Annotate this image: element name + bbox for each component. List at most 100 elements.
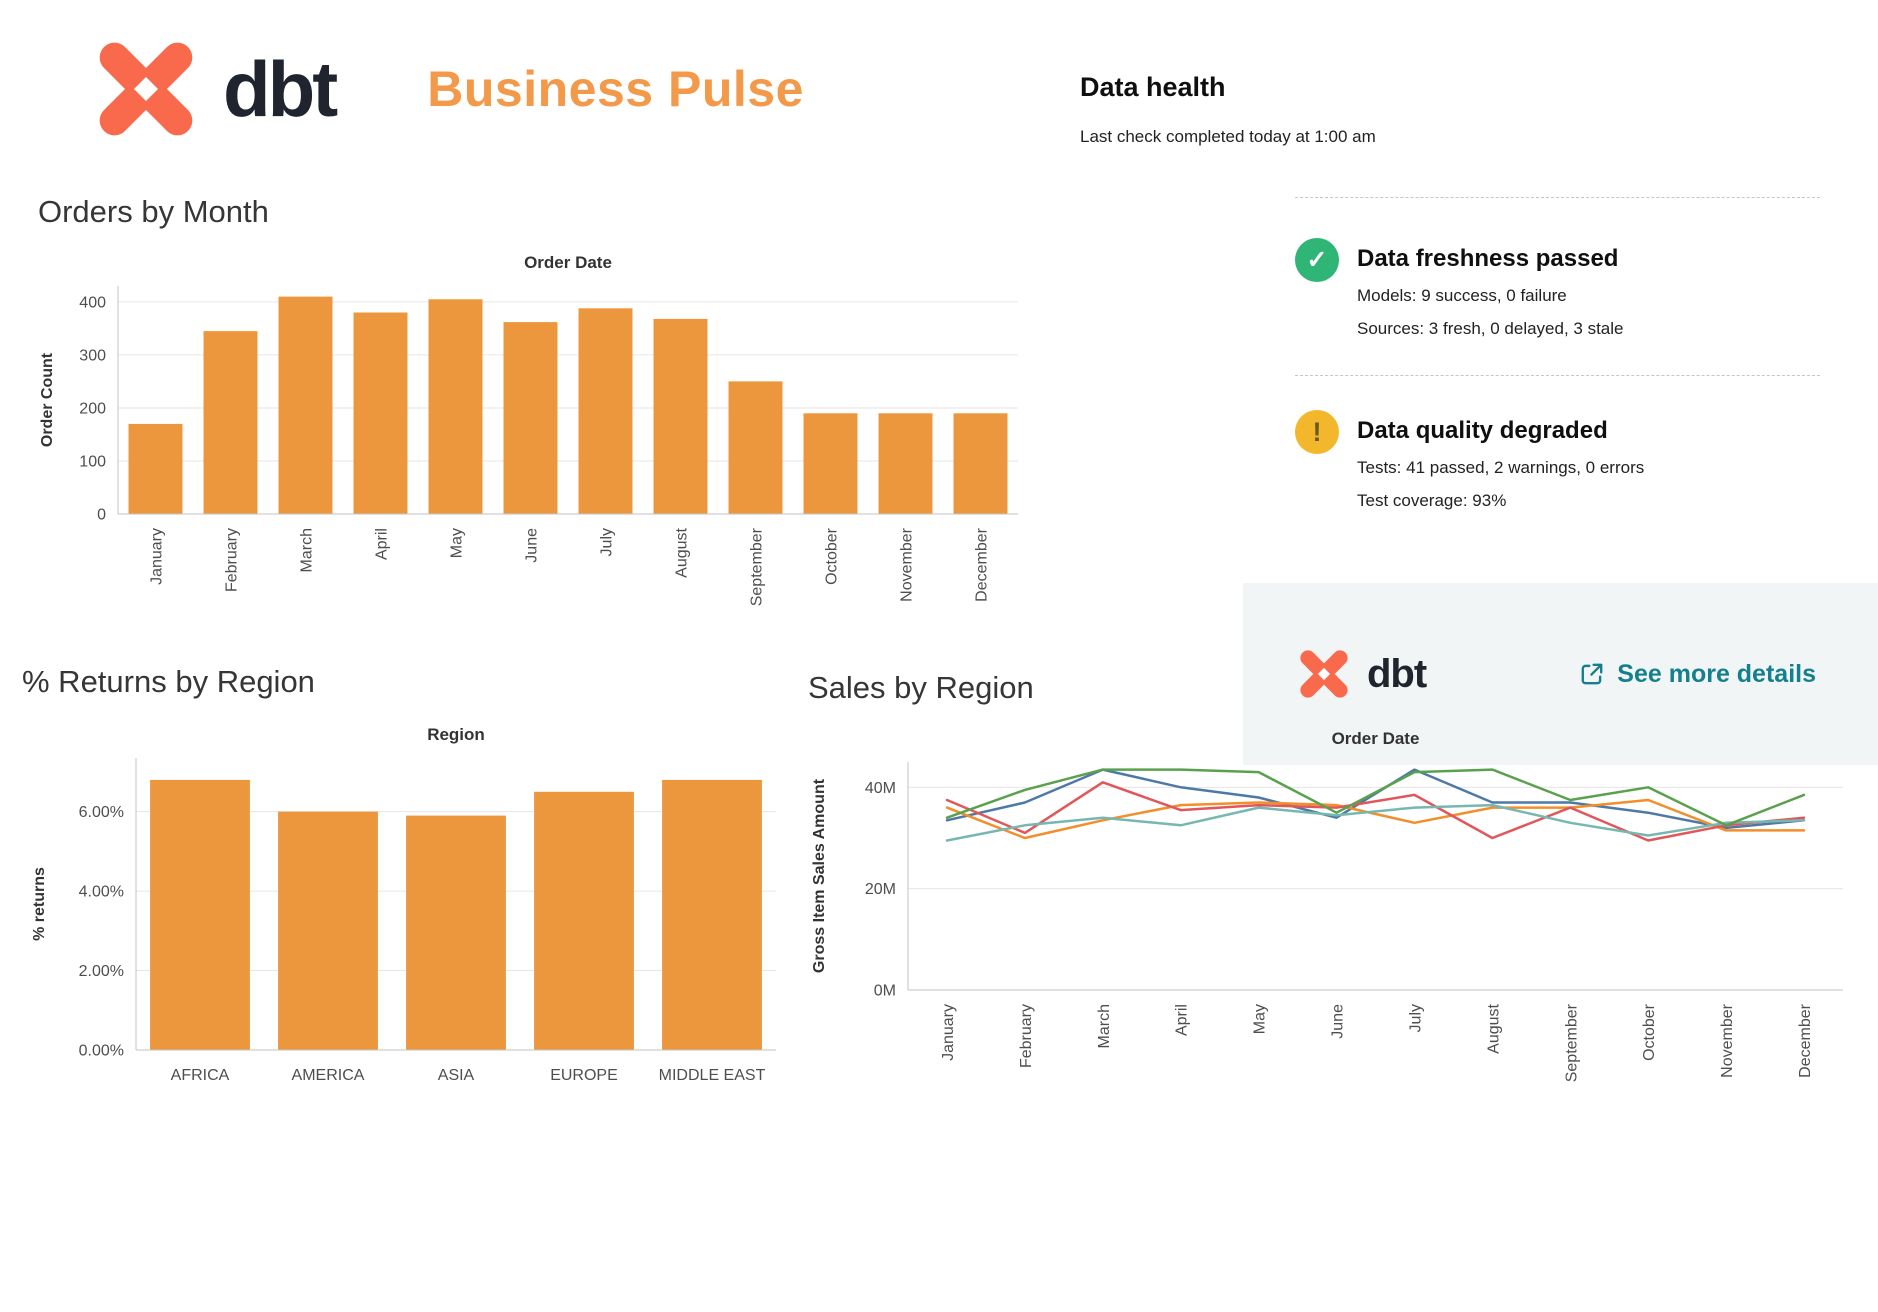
y-tick-label: 0M <box>874 983 896 1000</box>
x-tick-label: March <box>299 528 316 572</box>
data-health-panel: Data health Last check completed today a… <box>1080 72 1878 511</box>
x-tick-label: February <box>1018 1004 1035 1068</box>
x-tick-label: ASIA <box>438 1067 475 1084</box>
status-detail-tests: Tests: 41 passed, 2 warnings, 0 errors <box>1357 458 1645 477</box>
x-tick-label: MIDDLE EAST <box>659 1067 766 1084</box>
x-tick-label: August <box>1485 1003 1502 1053</box>
bar[interactable] <box>803 413 858 514</box>
warning-circle-icon: ! <box>1295 410 1339 454</box>
check-glyph: ✓ <box>1306 246 1328 274</box>
data-freshness-status-item: ✓ Data freshness passed Models: 9 succes… <box>1295 238 1820 339</box>
bar[interactable] <box>653 318 708 514</box>
bar[interactable] <box>662 779 762 1050</box>
bar[interactable] <box>503 322 558 514</box>
y-tick-label: 20M <box>865 881 896 898</box>
x-tick-label: August <box>674 527 691 577</box>
sales-chart-title: Sales by Region <box>808 670 1034 705</box>
y-tick-label: 4.00% <box>79 884 124 901</box>
x-tick-label: December <box>974 527 991 601</box>
dashed-divider <box>1295 375 1820 376</box>
returns-by-region-section: % Returns by Region 0.00% 2.00% 4.00% 6.00%… <box>18 664 788 1126</box>
dbt-logo-small-icon <box>1300 650 1348 698</box>
x-tick-label: December <box>1797 1003 1814 1077</box>
page-title: Business Pulse <box>427 61 804 117</box>
x-tick-label: June <box>1330 1004 1347 1039</box>
x-tick-label: November <box>1719 1003 1736 1077</box>
x-tick-label: July <box>1407 1004 1424 1032</box>
data-quality-status-item: ! Data quality degraded Tests: 41 passed… <box>1295 410 1820 511</box>
returns-chart-title: % Returns by Region <box>22 664 315 699</box>
external-link-icon <box>1581 663 1603 685</box>
status-title: Data quality degraded <box>1357 417 1608 444</box>
x-tick-label: March <box>1096 1004 1113 1048</box>
bar[interactable] <box>534 791 634 1050</box>
line-series-teal[interactable] <box>945 803 1806 842</box>
orders-by-month-bar-chart: 0 100 200 300 400 Order Date Order Count Januar… <box>39 253 1018 606</box>
line-series-red[interactable] <box>945 781 1806 842</box>
bar[interactable] <box>728 381 783 514</box>
bar[interactable] <box>203 331 258 514</box>
y-tick-label: 6.00% <box>79 804 124 821</box>
bar[interactable] <box>128 423 183 514</box>
x-tick-label: June <box>524 528 541 563</box>
y-axis-label: Order Count <box>39 352 56 447</box>
y-axis-label: Gross Item Sales Amount <box>811 778 828 973</box>
bar[interactable] <box>353 312 408 515</box>
y-tick-label: 400 <box>79 294 106 311</box>
bar[interactable] <box>878 413 933 514</box>
dbt-logo-icon <box>99 42 193 136</box>
x-tick-label: AMERICA <box>292 1067 365 1084</box>
y-tick-label: 200 <box>79 400 106 417</box>
y-tick-label: 100 <box>79 453 106 470</box>
data-health-title: Data health <box>1080 72 1226 102</box>
bar[interactable] <box>278 296 333 514</box>
line-series-orange[interactable] <box>945 798 1806 840</box>
warning-glyph: ! <box>1312 416 1322 447</box>
x-tick-label: November <box>899 527 916 601</box>
x-tick-label: April <box>374 528 391 560</box>
x-tick-label: January <box>940 1004 957 1061</box>
check-circle-icon: ✓ <box>1295 238 1339 282</box>
x-tick-label: AFRICA <box>171 1067 230 1084</box>
x-tick-label: February <box>224 528 241 592</box>
orders-chart-title: Orders by Month <box>38 194 269 229</box>
status-detail-coverage: Test coverage: 93% <box>1357 491 1507 510</box>
x-tick-label: September <box>749 527 766 606</box>
y-tick-label: 0 <box>97 507 106 524</box>
dbt-wordmark-small: dbt <box>1367 651 1427 696</box>
orders-by-month-section: Orders by Month 0 100 200 300 400 Order Date O… <box>30 194 1020 669</box>
bar[interactable] <box>150 779 250 1050</box>
y-tick-label: 2.00% <box>79 963 124 980</box>
x-tick-label: April <box>1174 1004 1191 1036</box>
dashed-divider <box>1295 197 1820 198</box>
bar[interactable] <box>428 299 483 514</box>
bar[interactable] <box>278 811 378 1050</box>
dbt-wordmark: dbt <box>223 44 338 133</box>
y-tick-label: 0.00% <box>79 1043 124 1060</box>
x-tick-label: January <box>149 528 166 585</box>
bar[interactable] <box>406 815 506 1050</box>
sales-by-region-section: Sales by Region 0M 20M 40M Order Date Gross … <box>800 670 1875 1145</box>
returns-by-region-bar-chart: 0.00% 2.00% 4.00% 6.00% Region % returns AFRIC… <box>31 725 776 1084</box>
bar[interactable] <box>953 413 1008 514</box>
last-check-text: Last check completed today at 1:00 am <box>1080 127 1376 146</box>
page-header: dbt Business Pulse <box>85 36 804 142</box>
see-more-details-label: See more details <box>1617 659 1816 688</box>
x-tick-label: October <box>824 527 841 585</box>
x-tick-label: September <box>1563 1003 1580 1082</box>
x-tick-label: May <box>449 528 466 558</box>
data-health-footer: dbt See more details <box>1243 583 1878 765</box>
axis-field-label: Region <box>427 725 485 744</box>
x-tick-label: EUROPE <box>550 1067 618 1084</box>
x-tick-label: May <box>1252 1004 1269 1034</box>
y-axis-label: % returns <box>31 867 48 941</box>
line-series-green[interactable] <box>945 768 1806 827</box>
status-title: Data freshness passed <box>1357 245 1619 272</box>
x-tick-label: October <box>1641 1003 1658 1061</box>
see-more-details-link[interactable]: See more details <box>1579 660 1816 689</box>
status-detail-sources: Sources: 3 fresh, 0 delayed, 3 stale <box>1357 319 1624 338</box>
y-tick-label: 300 <box>79 347 106 364</box>
sales-by-region-line-chart: 0M 20M 40M Order Date Gross Item Sales Amoun… <box>811 729 1843 1082</box>
bar[interactable] <box>578 308 633 514</box>
x-tick-label: July <box>599 528 616 556</box>
